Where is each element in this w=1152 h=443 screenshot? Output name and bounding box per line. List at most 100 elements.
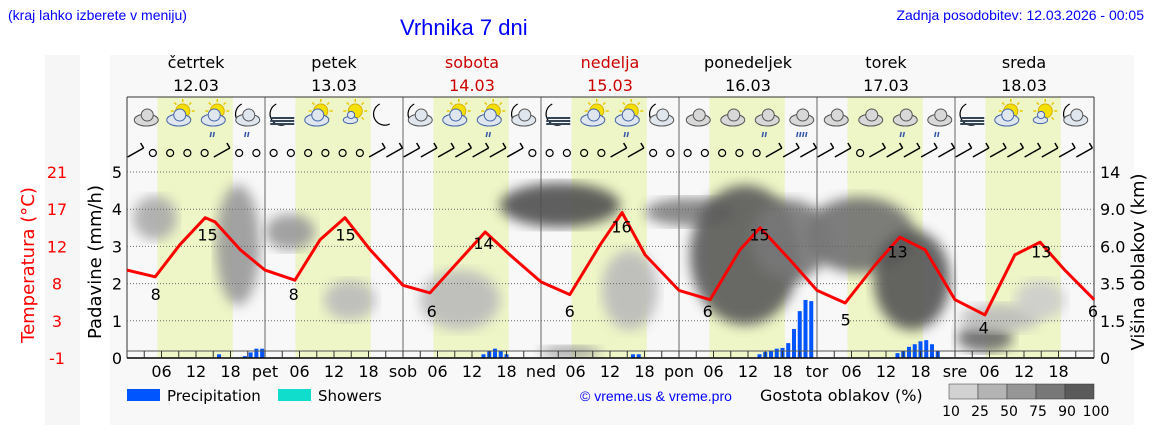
sun-cloud-icon: [994, 99, 1023, 127]
temperature-label: 8: [289, 285, 299, 304]
copyright-link: © vreme.us & vreme.pro: [580, 388, 732, 404]
precipitation-legend-label: Precipitation: [167, 387, 261, 405]
x-tick-label: 06: [841, 362, 861, 381]
temperature-label: 4: [979, 319, 989, 338]
wind-barb-icon: [765, 142, 783, 158]
sun-cloud-rain-icon: [476, 99, 506, 138]
day-name: ponedeljek: [704, 53, 793, 72]
precipitation-bar: [498, 350, 503, 358]
wind-calm-icon: [735, 148, 744, 158]
x-tick-label: 18: [910, 362, 930, 381]
temp-tick-label: 17: [47, 200, 67, 219]
precipitation-bar: [809, 301, 814, 358]
day-date: 15.03: [587, 76, 633, 95]
x-tick-label: 06: [151, 362, 171, 381]
wind-calm-icon: [649, 148, 658, 158]
precipitation-bar: [260, 348, 265, 358]
cloud-density-level: 25: [971, 404, 989, 420]
x-tick-label: ned: [526, 362, 556, 381]
day-date: 14.03: [449, 76, 495, 95]
wind-calm-icon: [183, 148, 192, 158]
precip-tick-label: 0: [112, 349, 122, 368]
precipitation-bar: [797, 311, 802, 358]
x-tick-label: pet: [252, 362, 278, 381]
wind-calm-icon: [718, 148, 727, 158]
cloudy-rain-icon: [892, 108, 918, 138]
wind-barb-icon: [420, 142, 438, 158]
day-date: 16.03: [725, 76, 771, 95]
temp-tick-label: -1: [49, 349, 65, 368]
precipitation-bar: [769, 350, 773, 358]
precip-tick-label: 2: [112, 275, 122, 294]
cloud-density-swatch: [977, 383, 1008, 400]
cloud-height-tick-label: 1.5: [1100, 312, 1125, 331]
precip-tick-label: 3: [112, 237, 122, 256]
wind-barb-icon: [472, 142, 490, 158]
temp-axis-label: Temperatura (°C): [18, 187, 39, 344]
wind-barb-icon: [386, 142, 404, 158]
cloudy-rain-icon: [754, 108, 780, 138]
cloud-density-area: [874, 230, 950, 330]
location-hint: (kraj lahko izberete v meniju): [8, 7, 187, 23]
precipitation-bar: [481, 354, 486, 358]
moon-icon: [373, 103, 391, 126]
cloud-density-area: [602, 250, 658, 330]
temperature-label: 6: [565, 302, 575, 321]
wind-barb-icon: [938, 142, 956, 158]
temperature-label: 6: [1088, 302, 1098, 321]
cloudy-rain-icon: [927, 108, 953, 138]
cloud-density-title: Gostota oblakov (%): [760, 386, 923, 405]
x-tick-label: 12: [462, 362, 482, 381]
temperature-label: 5: [841, 310, 851, 329]
precip-axis-label: Padavine (mm/h): [85, 185, 106, 339]
temp-tick-label: 21: [47, 163, 67, 182]
cloud-density-area: [420, 270, 500, 330]
x-tick-label: sob: [389, 362, 417, 381]
wind-barb-icon: [627, 142, 645, 158]
wind-calm-icon: [580, 148, 589, 158]
cloud-height-tick-label: 3.5: [1100, 275, 1125, 294]
day-name: nedelja: [581, 53, 640, 72]
wind-barb-icon: [1058, 142, 1076, 158]
precipitation-bar: [757, 354, 762, 358]
temperature-label: 15: [335, 226, 355, 245]
x-tick-label: 18: [220, 362, 240, 381]
precip-tick-label: 4: [112, 200, 122, 219]
wind-calm-icon: [148, 148, 157, 158]
temperature-label: 13: [887, 243, 907, 262]
day-name: četrtek: [168, 53, 226, 72]
moon-fog-icon: [269, 103, 295, 126]
sun-cloud-icon: [442, 99, 471, 127]
sun-small-cloud-icon: [1032, 99, 1058, 125]
precipitation-bar: [924, 340, 929, 358]
last-update: Zadnja posodobitev: 12.03.2026 - 00:05: [896, 7, 1144, 23]
sun-small-cloud-icon: [342, 99, 368, 125]
x-tick-label: 06: [703, 362, 723, 381]
moon-cloud-rain-icon: [235, 103, 261, 138]
precipitation-bar: [248, 352, 253, 358]
x-tick-label: 06: [979, 362, 999, 381]
wind-barb-icon: [782, 142, 800, 158]
cloudy-icon: [823, 108, 849, 127]
wind-calm-icon: [235, 148, 244, 158]
sun-cloud-icon: [580, 99, 609, 127]
moon-cloud-icon: [1063, 103, 1089, 127]
wind-calm-icon: [338, 148, 347, 158]
wind-barb-icon: [817, 142, 835, 158]
precipitation-bar: [774, 348, 779, 358]
temperature-label: 15: [197, 226, 217, 245]
precipitation-bar: [631, 354, 635, 358]
wind-calm-icon: [700, 148, 709, 158]
x-tick-label: 06: [289, 362, 309, 381]
x-tick-label: 18: [496, 362, 516, 381]
temperature-line: [126, 211, 1096, 317]
cloudy-icon: [858, 108, 884, 127]
wind-barb-icon: [489, 142, 507, 158]
cloud-height-tick-label: 6.0: [1100, 237, 1125, 256]
precipitation-bar: [636, 354, 641, 358]
x-tick-label: 12: [600, 362, 620, 381]
showers-legend-label: Showers: [318, 387, 382, 405]
cloud-height-tick-label: 14: [1100, 163, 1120, 182]
x-tick-label: 12: [738, 362, 758, 381]
x-tick-label: sre: [943, 362, 967, 381]
